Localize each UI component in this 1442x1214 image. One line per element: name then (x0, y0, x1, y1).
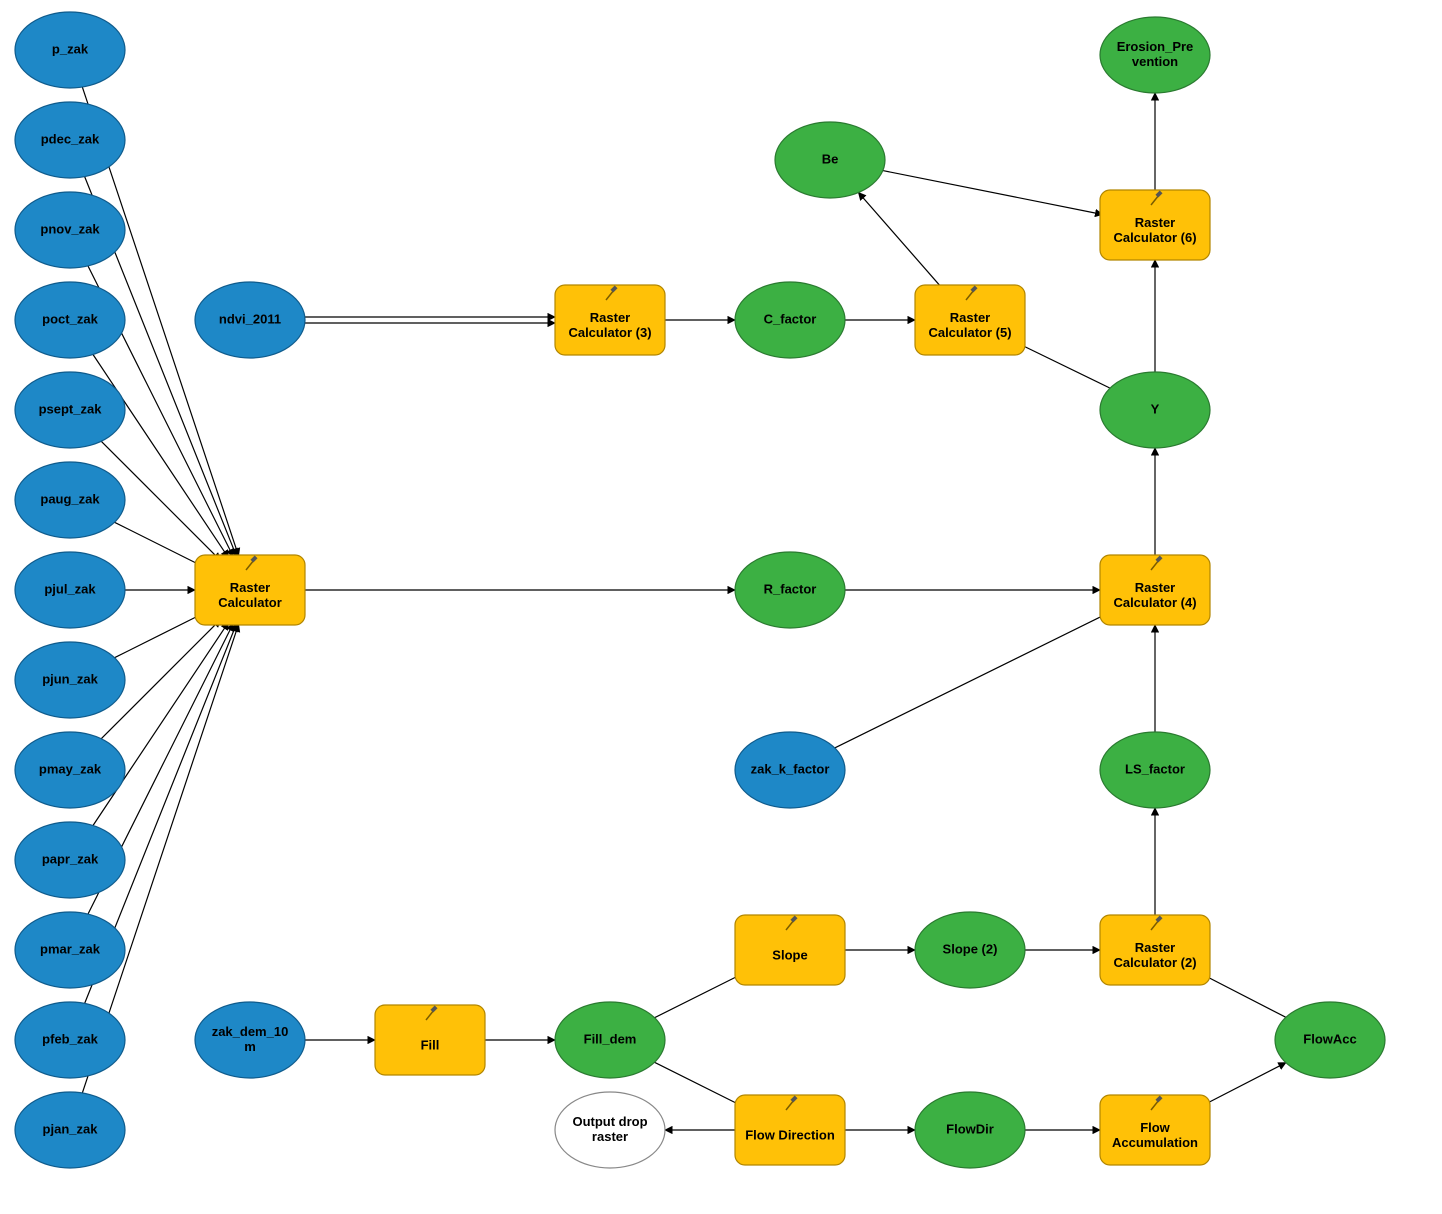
node-shape-fdir[interactable] (915, 1092, 1025, 1168)
edge-filldem-slope (655, 972, 747, 1018)
edge-filldem-fdirT (655, 1062, 747, 1108)
node-p_zak[interactable]: p_zak (15, 12, 125, 88)
node-shape-be[interactable] (775, 122, 885, 198)
node-shape-filldem[interactable] (555, 1002, 665, 1078)
node-rc3[interactable]: RasterCalculator (3) (555, 285, 665, 355)
node-pmay_zak[interactable]: pmay_zak (15, 732, 125, 808)
node-faccT[interactable]: FlowAccumulation (1100, 1095, 1210, 1165)
node-lsfac[interactable]: LS_factor (1100, 732, 1210, 808)
node-slope2[interactable]: Slope (2) (915, 912, 1025, 988)
edge-be-rc6 (883, 171, 1103, 215)
node-shape-paug_zak[interactable] (15, 462, 125, 538)
node-shape-ndvi[interactable] (195, 282, 305, 358)
node-be[interactable]: Be (775, 122, 885, 198)
node-shape-slope2[interactable] (915, 912, 1025, 988)
node-shape-dem[interactable] (195, 1002, 305, 1078)
node-fdir[interactable]: FlowDir (915, 1092, 1025, 1168)
node-shape-pfeb_zak[interactable] (15, 1002, 125, 1078)
node-shape-lsfac[interactable] (1100, 732, 1210, 808)
node-shape-p_zak[interactable] (15, 12, 125, 88)
node-papr_zak[interactable]: papr_zak (15, 822, 125, 898)
node-rc[interactable]: RasterCalculator (195, 555, 305, 625)
node-dem[interactable]: zak_dem_10m (195, 1002, 305, 1078)
node-shape-papr_zak[interactable] (15, 822, 125, 898)
node-pmar_zak[interactable]: pmar_zak (15, 912, 125, 988)
node-rc5[interactable]: RasterCalculator (5) (915, 285, 1025, 355)
node-facc[interactable]: FlowAcc (1275, 1002, 1385, 1078)
edge-facc-rc2 (1198, 972, 1286, 1017)
node-cfac[interactable]: C_factor (735, 282, 845, 358)
node-pjan_zak[interactable]: pjan_zak (15, 1092, 125, 1168)
edge-papr_zak-rc (93, 622, 229, 825)
node-rc2[interactable]: RasterCalculator (2) (1100, 915, 1210, 985)
node-shape-ep[interactable] (1100, 17, 1210, 93)
node-shape-poct_zak[interactable] (15, 282, 125, 358)
node-shape-kfac[interactable] (735, 732, 845, 808)
edge-faccT-facc (1198, 1063, 1286, 1108)
node-fill[interactable]: Fill (375, 1005, 485, 1075)
node-shape-pmay_zak[interactable] (15, 732, 125, 808)
node-yel[interactable]: Y (1100, 372, 1210, 448)
node-shape-facc[interactable] (1275, 1002, 1385, 1078)
node-poct_zak[interactable]: poct_zak (15, 282, 125, 358)
node-shape-pjul_zak[interactable] (15, 552, 125, 628)
edge-pjun_zak-rc (115, 612, 207, 658)
node-filldem[interactable]: Fill_dem (555, 1002, 665, 1078)
edge-yel-rc5 (1014, 341, 1110, 388)
edge-kfac-rc4 (835, 611, 1112, 747)
edge-paug_zak-rc (115, 522, 207, 568)
node-shape-rfac[interactable] (735, 552, 845, 628)
node-psept_zak[interactable]: psept_zak (15, 372, 125, 448)
node-shape-pnov_zak[interactable] (15, 192, 125, 268)
node-shape-drop[interactable] (555, 1092, 665, 1168)
edge-rc5-be (858, 193, 943, 290)
node-fdirT[interactable]: Flow Direction (735, 1095, 845, 1165)
node-pdec_zak[interactable]: pdec_zak (15, 102, 125, 178)
node-kfac[interactable]: zak_k_factor (735, 732, 845, 808)
node-shape-psept_zak[interactable] (15, 372, 125, 448)
node-shape-cfac[interactable] (735, 282, 845, 358)
node-pfeb_zak[interactable]: pfeb_zak (15, 1002, 125, 1078)
edge-poct_zak-rc (93, 355, 229, 558)
node-shape-pjan_zak[interactable] (15, 1092, 125, 1168)
node-rfac[interactable]: R_factor (735, 552, 845, 628)
node-rc6[interactable]: RasterCalculator (6) (1100, 190, 1210, 260)
node-paug_zak[interactable]: paug_zak (15, 462, 125, 538)
node-slope[interactable]: Slope (735, 915, 845, 985)
node-pjul_zak[interactable]: pjul_zak (15, 552, 125, 628)
model-diagram: p_zak pdec_zak pnov_zak poct_zak psept_zakpa… (0, 0, 1442, 1214)
node-shape-yel[interactable] (1100, 372, 1210, 448)
node-drop[interactable]: Output dropraster (555, 1092, 665, 1168)
node-shape-pdec_zak[interactable] (15, 102, 125, 178)
node-ep[interactable]: Erosion_Prevention (1100, 17, 1210, 93)
node-pnov_zak[interactable]: pnov_zak (15, 192, 125, 268)
node-pjun_zak[interactable]: pjun_zak (15, 642, 125, 718)
node-shape-pjun_zak[interactable] (15, 642, 125, 718)
node-rc4[interactable]: RasterCalculator (4) (1100, 555, 1210, 625)
node-shape-pmar_zak[interactable] (15, 912, 125, 988)
node-ndvi[interactable]: ndvi_2011 (195, 282, 305, 358)
